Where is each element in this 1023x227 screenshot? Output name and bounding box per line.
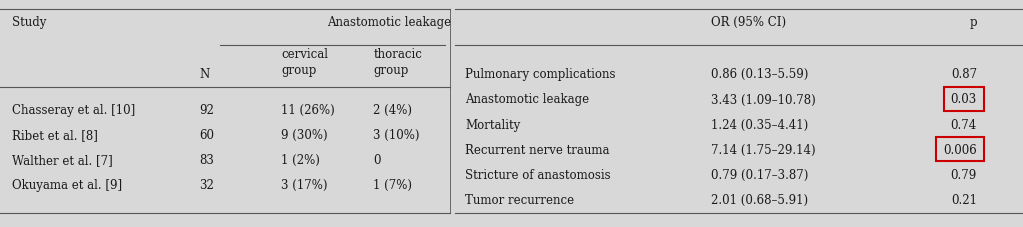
Text: 3 (17%): 3 (17%) (281, 178, 327, 191)
Text: Mortality: Mortality (465, 118, 521, 131)
Text: 0.79: 0.79 (950, 168, 977, 181)
Text: Tumor recurrence: Tumor recurrence (465, 193, 575, 206)
Text: thoracic
group: thoracic group (373, 48, 422, 76)
Text: Anastomotic leakage: Anastomotic leakage (465, 93, 589, 106)
Text: Okuyama et al. [9]: Okuyama et al. [9] (12, 178, 123, 191)
Text: 1 (2%): 1 (2%) (281, 153, 320, 166)
Text: 0.87: 0.87 (950, 68, 977, 81)
Text: 1.24 (0.35–4.41): 1.24 (0.35–4.41) (711, 118, 808, 131)
Text: p: p (970, 16, 977, 29)
Text: 3.43 (1.09–10.78): 3.43 (1.09–10.78) (711, 93, 815, 106)
Text: 92: 92 (199, 103, 215, 116)
Text: 2 (4%): 2 (4%) (373, 103, 412, 116)
Text: 0: 0 (373, 153, 381, 166)
Text: 0.006: 0.006 (943, 143, 977, 156)
Text: 60: 60 (199, 128, 215, 141)
Text: 32: 32 (199, 178, 215, 191)
Text: Anastomotic leakage: Anastomotic leakage (327, 16, 451, 29)
Text: 0.74: 0.74 (950, 118, 977, 131)
Text: 1 (7%): 1 (7%) (373, 178, 412, 191)
Text: Chasseray et al. [10]: Chasseray et al. [10] (12, 103, 135, 116)
Text: 0.79 (0.17–3.87): 0.79 (0.17–3.87) (711, 168, 808, 181)
Text: 3 (10%): 3 (10%) (373, 128, 419, 141)
Text: 0.86 (0.13–5.59): 0.86 (0.13–5.59) (711, 68, 808, 81)
Text: Recurrent nerve trauma: Recurrent nerve trauma (465, 143, 610, 156)
Text: 11 (26%): 11 (26%) (281, 103, 336, 116)
Text: 0.03: 0.03 (950, 93, 977, 106)
Text: Stricture of anastomosis: Stricture of anastomosis (465, 168, 611, 181)
Text: Study: Study (12, 16, 47, 29)
Text: 2.01 (0.68–5.91): 2.01 (0.68–5.91) (711, 193, 808, 206)
Text: 0.21: 0.21 (951, 193, 977, 206)
Text: 9 (30%): 9 (30%) (281, 128, 328, 141)
Text: Ribet et al. [8]: Ribet et al. [8] (12, 128, 98, 141)
Text: OR (95% CI): OR (95% CI) (711, 16, 786, 29)
Text: 83: 83 (199, 153, 215, 166)
Text: cervical
group: cervical group (281, 48, 328, 76)
Text: 7.14 (1.75–29.14): 7.14 (1.75–29.14) (711, 143, 815, 156)
Text: N: N (199, 68, 210, 81)
Text: Pulmonary complications: Pulmonary complications (465, 68, 616, 81)
Text: Walther et al. [7]: Walther et al. [7] (12, 153, 113, 166)
